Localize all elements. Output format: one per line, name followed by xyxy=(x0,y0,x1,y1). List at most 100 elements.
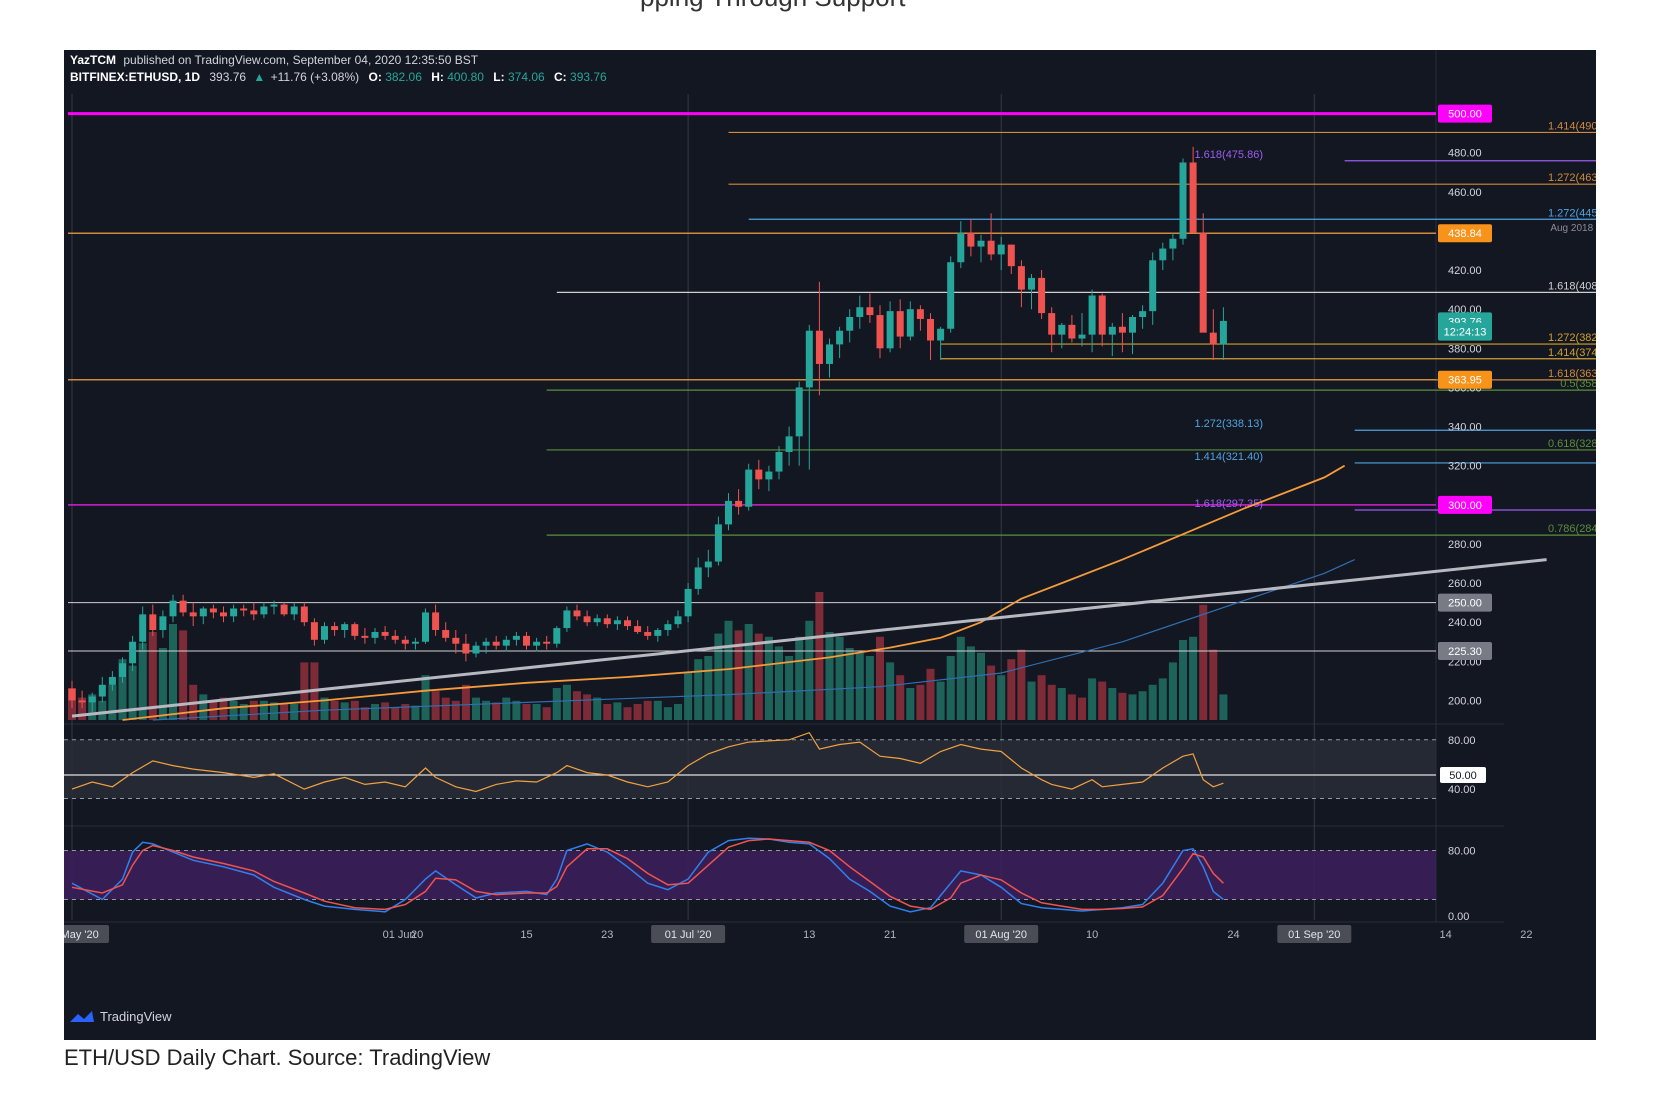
candle-body xyxy=(341,624,349,631)
volume-bar xyxy=(209,700,218,720)
price-badges: 500.00438.84393.7612:24:13363.95300.0025… xyxy=(1438,104,1492,660)
candle-body xyxy=(967,232,975,247)
time-axis-box xyxy=(964,925,1039,943)
candle-body xyxy=(169,600,177,617)
volume-bar xyxy=(169,624,177,720)
volume-bar xyxy=(1148,684,1157,720)
figure-caption: ETH/USD Daily Chart. Source: TradingView xyxy=(64,1045,491,1070)
rsi-band xyxy=(64,739,1436,799)
candle-body xyxy=(502,639,510,646)
time-axis-tick: 20 xyxy=(411,929,423,941)
volume-bar xyxy=(1108,688,1117,720)
time-axis-tick: 23 xyxy=(601,929,613,941)
rsi-axis-tick: 80.00 xyxy=(1448,735,1476,747)
volume-bar xyxy=(997,675,1006,720)
price-axis-tick: 380.00 xyxy=(1448,343,1482,355)
candle-body xyxy=(88,696,96,703)
candle-body xyxy=(159,616,167,631)
fib-level-label: 0.618(328.04) xyxy=(1548,438,1596,450)
volume-bar xyxy=(148,632,157,720)
candle-body xyxy=(523,635,530,646)
volume-bar xyxy=(805,620,814,720)
volume-bar xyxy=(583,694,592,720)
candle-body xyxy=(179,600,187,613)
tradingview-logo-icon xyxy=(70,1011,94,1022)
fib-level-label: 1.272(338.13) xyxy=(1195,418,1264,430)
candle-body xyxy=(563,610,571,629)
fib-level-label: 1.618(475.86) xyxy=(1195,149,1264,161)
candle-body xyxy=(411,641,419,644)
fib-level-label: 0.786(284.51) xyxy=(1548,523,1596,535)
candle-body xyxy=(270,604,278,607)
candle-body xyxy=(654,630,662,636)
volume-bar xyxy=(1158,678,1167,720)
candle-body xyxy=(189,612,197,617)
price-badge-bg xyxy=(1438,224,1492,243)
candle-body xyxy=(78,700,86,703)
price-badge-bg xyxy=(1438,641,1492,660)
candle-body xyxy=(725,500,732,525)
candles xyxy=(68,146,1227,713)
price-axis-tick: 460.00 xyxy=(1448,187,1482,199)
candle-body xyxy=(1219,320,1227,345)
volume-bar xyxy=(542,707,551,720)
price-axis-tick: 320.00 xyxy=(1448,461,1482,473)
publisher-name: YazTCM xyxy=(70,53,116,67)
candle-body xyxy=(310,622,318,640)
candle-body xyxy=(856,307,864,318)
volume-bar xyxy=(1138,691,1147,720)
candle-body xyxy=(260,606,268,615)
candle-body xyxy=(987,240,995,255)
volume-bar xyxy=(643,700,652,720)
candle-body xyxy=(1179,162,1187,239)
candle-body xyxy=(704,561,712,568)
price-badge: 225.30 xyxy=(1448,646,1482,658)
candle-body xyxy=(1159,248,1167,261)
time-axis-tick: 13 xyxy=(803,929,815,941)
candle-body xyxy=(916,309,924,319)
candle-body xyxy=(613,620,621,625)
fib-level-label: 1.618(297.35) xyxy=(1195,498,1264,510)
candle-body xyxy=(543,641,551,644)
candle-body xyxy=(603,618,611,625)
candle-body xyxy=(866,307,874,316)
candle-body xyxy=(1199,232,1207,333)
tradingview-logo[interactable]: TradingView xyxy=(70,1009,172,1024)
volume-bar xyxy=(845,648,854,720)
volume-bar xyxy=(512,700,521,720)
time-axis-tick: 01 Sep '20 xyxy=(1288,929,1340,941)
volume-bar xyxy=(421,675,430,720)
volume-bar xyxy=(936,681,945,720)
candle-body xyxy=(775,451,783,472)
candle-body xyxy=(472,645,480,654)
fib-level-label: 1.618(363.85) xyxy=(1548,368,1596,380)
candle-body xyxy=(452,637,460,644)
candle-body xyxy=(795,387,803,437)
volume-bar xyxy=(956,636,965,720)
volume-bar xyxy=(663,707,672,720)
candle-body xyxy=(1209,332,1217,345)
candle-body xyxy=(997,244,1005,255)
fib-level-label: 1.414(490.36) xyxy=(1548,120,1596,132)
tradingview-chart[interactable]: 1.414(490.36) 1.618(475.86) 1.272(463.89) 1… xyxy=(64,50,1596,1040)
stoch-axis-tick: 80.00 xyxy=(1448,845,1476,857)
candle-body xyxy=(129,641,137,664)
volume-bar xyxy=(653,700,662,720)
candle-body xyxy=(846,317,854,331)
candle-body xyxy=(583,616,591,623)
candle-body xyxy=(1007,244,1015,267)
volume-bar xyxy=(199,694,208,720)
ohlc-high-value: 400.80 xyxy=(447,70,484,84)
candle-body xyxy=(1017,266,1025,290)
ascending-trendline xyxy=(71,558,1547,718)
volume-bar xyxy=(179,630,188,720)
volume-bar xyxy=(1098,681,1107,720)
candle-body xyxy=(351,624,359,636)
stoch-d-line xyxy=(71,838,1224,911)
time-axis-box xyxy=(1277,925,1352,943)
volume-bar xyxy=(754,633,763,720)
ohlc-close-label: C: xyxy=(554,70,567,84)
candle-body xyxy=(896,311,904,337)
candle-body xyxy=(199,608,207,617)
chart-canvas[interactable]: 1.414(490.36) 1.618(475.86) 1.272(463.89) 1… xyxy=(64,50,1596,1040)
